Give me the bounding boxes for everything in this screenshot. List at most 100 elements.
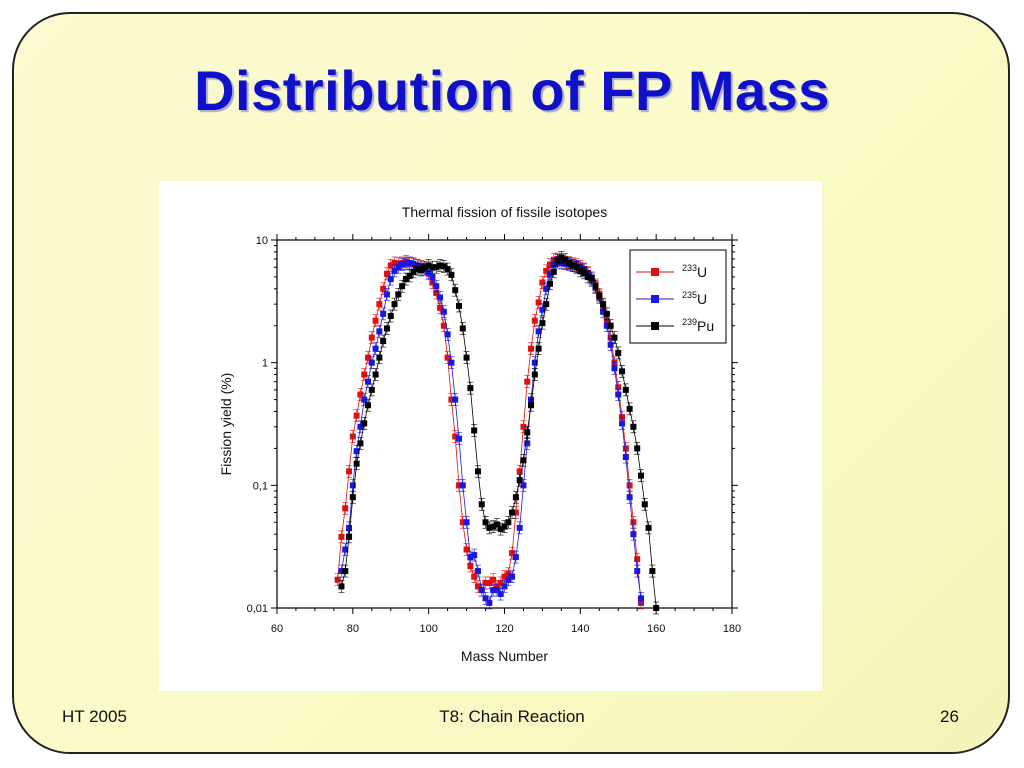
data-point-235U xyxy=(520,482,527,489)
data-point-235U xyxy=(547,270,553,277)
data-point-239Pu xyxy=(641,501,648,508)
data-point-235U xyxy=(626,494,633,501)
data-point-239Pu xyxy=(418,266,425,273)
data-point-239Pu xyxy=(592,283,599,290)
data-point-239Pu xyxy=(406,272,413,279)
data-point-239Pu xyxy=(524,429,531,436)
data-point-239Pu xyxy=(433,264,440,271)
data-point-235U xyxy=(391,267,398,274)
data-point-233U xyxy=(459,519,466,526)
data-point-235U xyxy=(467,554,474,561)
data-point-239Pu xyxy=(554,257,561,264)
data-point-233U xyxy=(490,576,497,583)
data-point-233U xyxy=(357,391,364,398)
data-point-235U xyxy=(512,554,519,561)
data-point-233U xyxy=(349,433,356,440)
data-point-233U xyxy=(471,573,478,580)
data-point-233U xyxy=(338,533,345,540)
data-point-233U xyxy=(543,267,550,274)
x-tick-label: 80 xyxy=(347,623,359,635)
data-point-235U xyxy=(634,568,641,575)
data-point-239Pu xyxy=(338,583,345,590)
data-point-233U xyxy=(528,345,535,352)
data-point-233U xyxy=(433,289,440,296)
data-point-233U xyxy=(440,322,447,329)
legend-marker-235U xyxy=(651,295,659,303)
x-tick-label: 140 xyxy=(571,623,589,635)
data-point-239Pu xyxy=(429,264,436,271)
data-point-233U xyxy=(437,304,444,311)
data-point-239Pu xyxy=(645,524,652,531)
data-point-235U xyxy=(456,435,462,442)
data-point-239Pu xyxy=(588,275,595,282)
data-point-239Pu xyxy=(478,501,485,508)
data-point-233U xyxy=(353,412,360,419)
data-point-235U xyxy=(490,587,497,594)
data-point-233U xyxy=(467,562,474,569)
data-point-239Pu xyxy=(550,268,557,275)
data-point-233U xyxy=(383,270,390,277)
data-point-239Pu xyxy=(615,349,622,356)
data-point-235U xyxy=(497,591,504,598)
data-point-239Pu xyxy=(467,385,474,392)
data-point-239Pu xyxy=(391,301,398,308)
legend-marker-233U xyxy=(651,268,659,276)
y-tick-label: 0,1 xyxy=(253,480,268,492)
data-point-239Pu xyxy=(539,320,546,327)
data-point-233U xyxy=(524,378,531,385)
data-point-239Pu xyxy=(365,402,371,409)
data-point-239Pu xyxy=(471,427,478,434)
data-point-239Pu xyxy=(463,354,470,361)
data-point-233U xyxy=(346,468,353,475)
data-point-239Pu xyxy=(486,524,493,531)
chart-panel: Thermal fission of fissile isotopes 60 80 1… xyxy=(159,181,822,691)
footer-topic: T8: Chain Reaction xyxy=(439,707,585,726)
data-point-235U xyxy=(368,359,375,366)
data-point-235U xyxy=(444,331,451,338)
data-point-239Pu xyxy=(440,263,447,270)
data-point-235U xyxy=(630,531,637,538)
data-point-239Pu xyxy=(387,313,394,320)
data-point-233U xyxy=(615,384,622,391)
data-point-235U xyxy=(395,264,402,271)
data-point-239Pu xyxy=(368,386,375,393)
slide-title: Distribution of FP Mass xyxy=(194,59,830,122)
data-point-239Pu xyxy=(437,262,444,269)
data-point-233U xyxy=(444,354,451,361)
data-point-235U xyxy=(535,328,542,335)
chart: Thermal fission of fissile isotopes 60 80 1… xyxy=(218,204,741,664)
data-point-235U xyxy=(387,276,394,283)
data-point-239Pu xyxy=(653,605,660,611)
data-point-235U xyxy=(425,269,432,276)
data-point-239Pu xyxy=(638,472,644,479)
data-point-235U xyxy=(486,599,493,606)
data-point-239Pu xyxy=(505,519,512,526)
data-point-235U xyxy=(611,365,618,372)
data-point-239Pu xyxy=(535,345,542,352)
data-point-235U xyxy=(448,359,455,366)
data-point-239Pu xyxy=(630,423,637,430)
data-point-233U xyxy=(463,546,470,553)
data-point-233U xyxy=(452,433,459,440)
data-point-235U xyxy=(474,568,481,575)
data-point-235U xyxy=(433,283,440,290)
data-point-235U xyxy=(471,552,478,559)
data-point-235U xyxy=(452,396,459,403)
data-point-235U xyxy=(399,261,406,268)
data-point-235U xyxy=(509,573,516,580)
data-point-239Pu xyxy=(497,526,504,533)
data-point-233U xyxy=(626,482,633,489)
data-point-235U xyxy=(603,322,610,329)
data-point-239Pu xyxy=(619,368,626,375)
data-point-233U xyxy=(448,396,455,403)
data-point-239Pu xyxy=(452,287,459,294)
data-point-239Pu xyxy=(482,519,489,526)
data-point-233U xyxy=(474,583,481,590)
series-line-235U xyxy=(341,261,642,604)
data-point-235U xyxy=(383,291,390,298)
data-point-239Pu xyxy=(380,338,387,345)
data-point-233U xyxy=(486,579,493,586)
data-point-235U xyxy=(357,423,364,430)
data-point-239Pu xyxy=(346,533,353,540)
legend-marker-239Pu xyxy=(651,322,659,330)
